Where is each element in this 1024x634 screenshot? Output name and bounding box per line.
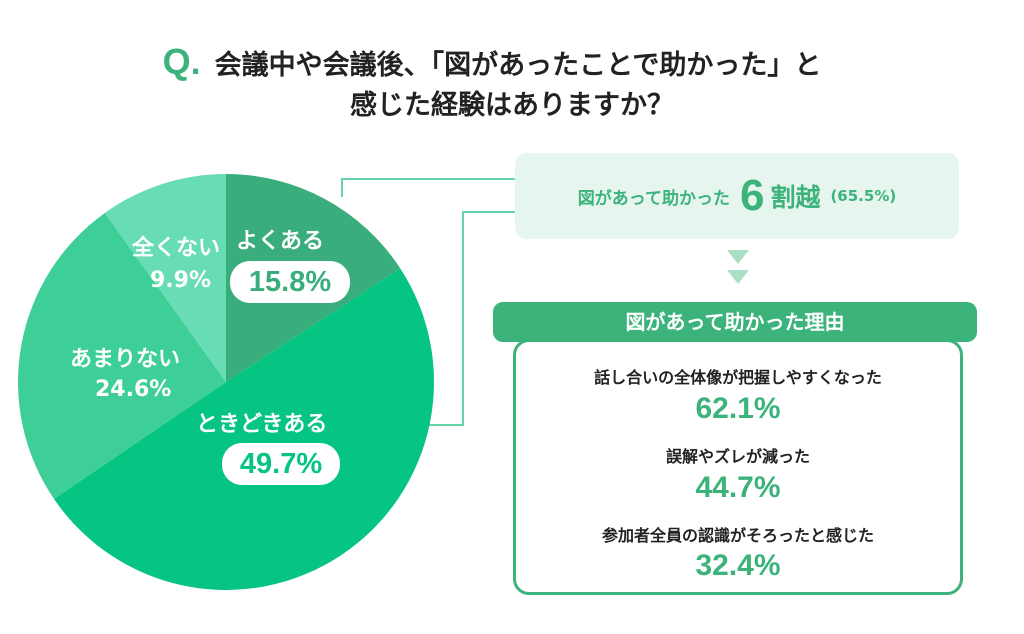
slice-value-rarely: 24.6%: [95, 377, 172, 402]
summary-big-suffix: 割越: [770, 183, 821, 212]
connector-line-bottom: [400, 211, 516, 426]
slice-label-sometimes: ときどきある: [196, 412, 328, 437]
pie-slice-sometimes: [53, 268, 434, 590]
reason-value: 32.4%: [695, 549, 781, 582]
value-pill-often: 15.8%: [230, 261, 350, 303]
value-pill-sometimes: 49.7%: [222, 443, 340, 485]
reason-value: 62.1%: [695, 392, 781, 425]
slice-label-rarely: あまりない: [70, 347, 181, 372]
connector-line-top: [341, 178, 516, 197]
question-mark-label: Q.: [162, 41, 201, 82]
summary-prefix: 図があって助かった: [577, 188, 730, 209]
reason-label: 参加者全員の認識がそろったと感じた: [601, 526, 874, 545]
down-arrow-icon: [727, 270, 749, 284]
slice-label-never: 全くない: [132, 236, 221, 261]
pie-slice-rarely: [18, 212, 227, 499]
pie-slice-never: [104, 174, 226, 382]
title-line-2: 感じた経験はありますか？: [350, 90, 674, 121]
summary-box: 図があって助かった 6 割越 (65.5%): [515, 153, 959, 239]
reason-value: 44.7%: [695, 471, 781, 504]
title-line-1: 会議中や会議後、「図があったことで助かった」と: [214, 50, 822, 81]
reason-label: 誤解やズレが減った: [665, 447, 810, 466]
chart-title: Q. 会議中や会議後、「図があったことで助かった」と 感じた経験はありますか？: [0, 42, 1024, 126]
reasons-header: 図があって助かった理由: [493, 302, 977, 342]
slice-label-often: よくある: [236, 229, 325, 254]
summary-percent: (65.5%): [830, 187, 897, 205]
slice-value-never: 9.9%: [150, 268, 212, 293]
down-arrow-icon: [727, 250, 749, 264]
summary-big-number: 6: [739, 171, 765, 220]
reason-label: 話し合いの全体像が把握しやすくなった: [594, 368, 882, 387]
